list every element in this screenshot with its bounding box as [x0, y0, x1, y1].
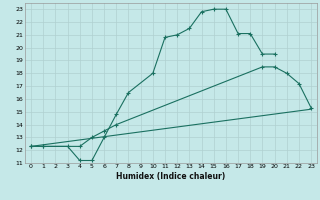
X-axis label: Humidex (Indice chaleur): Humidex (Indice chaleur) [116, 172, 226, 181]
